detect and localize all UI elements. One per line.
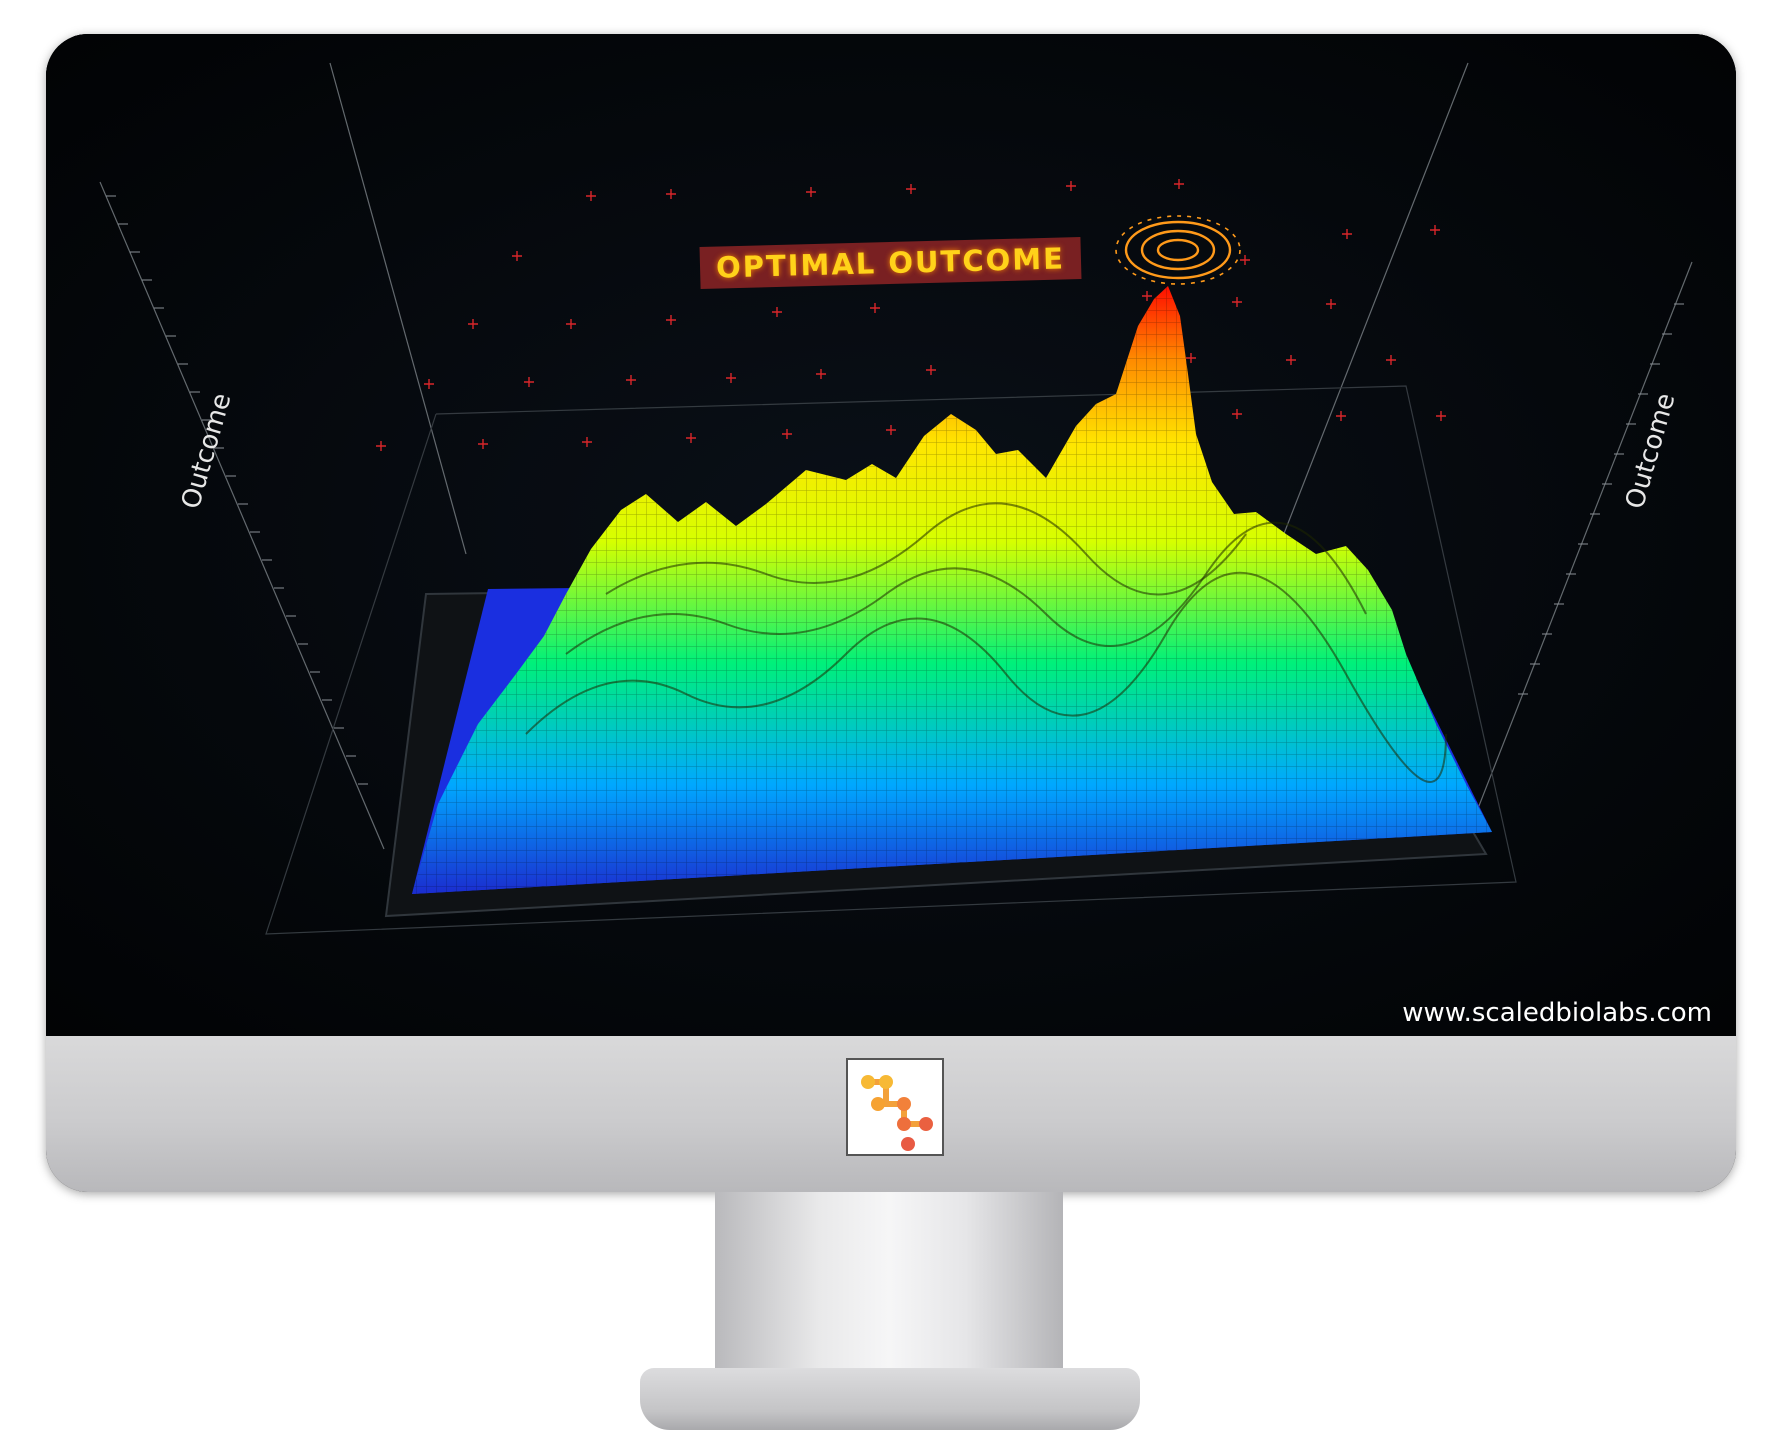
left-axis-ticks [106, 195, 368, 785]
monitor-stand-neck [715, 1192, 1063, 1370]
surface-mesh [412, 286, 1492, 894]
axis-frame [99, 62, 1693, 935]
surface-plot [46, 34, 1736, 1036]
website-url[interactable]: www.scaledbiolabs.com [1402, 998, 1712, 1028]
red-grid-markers [376, 179, 1446, 451]
monitor-stand-base [640, 1368, 1140, 1430]
brand-mark [861, 1075, 933, 1151]
screen: OPTIMAL OUTCOME Outcome Outcome www.scal… [46, 34, 1736, 1036]
right-axis-ticks [1518, 303, 1684, 695]
monitor: OPTIMAL OUTCOME Outcome Outcome www.scal… [46, 34, 1736, 1192]
monitor-chin [46, 1036, 1736, 1192]
surface-ridges [525, 502, 1447, 783]
scaledbiolabs-logo-icon [846, 1058, 944, 1156]
target-ring-icon [1115, 215, 1241, 285]
